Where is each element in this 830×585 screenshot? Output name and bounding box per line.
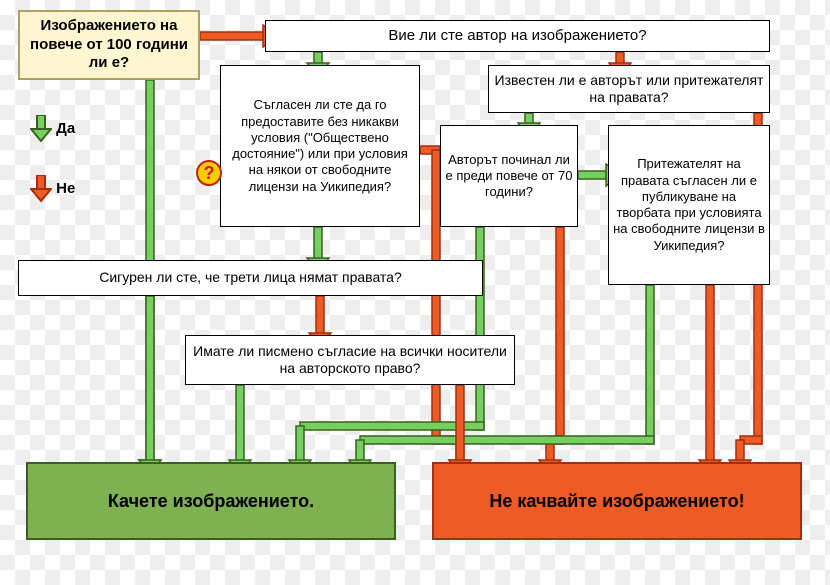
question-badge: ? bbox=[196, 160, 222, 186]
node-third: Сигурен ли сте, че трети лица нямат прав… bbox=[18, 260, 483, 296]
legend-yes-label: Да bbox=[56, 120, 75, 137]
node-died70: Авторът починал ли е преди повече от 70 … bbox=[440, 125, 578, 227]
legend-no-label: Не bbox=[56, 180, 75, 197]
node-upload: Качете изображението. bbox=[26, 462, 396, 540]
node-license: Съгласен ли сте да го предоставите без н… bbox=[220, 65, 420, 227]
node-holder: Притежателят на правата съгласен ли е пу… bbox=[608, 125, 770, 285]
node-author: Вие ли сте автор на изображението? bbox=[265, 20, 770, 52]
question-mark: ? bbox=[204, 163, 215, 184]
legend-no: Не bbox=[30, 175, 75, 203]
node-noupload: Не качвайте изображението! bbox=[432, 462, 802, 540]
node-written: Имате ли писмено съгласие на всички носи… bbox=[185, 335, 515, 385]
node-known: Известен ли е авторът или притежателят н… bbox=[488, 65, 770, 113]
node-start: Изображението на повече от 100 години ли… bbox=[18, 10, 200, 80]
legend-yes: Да bbox=[30, 115, 75, 143]
